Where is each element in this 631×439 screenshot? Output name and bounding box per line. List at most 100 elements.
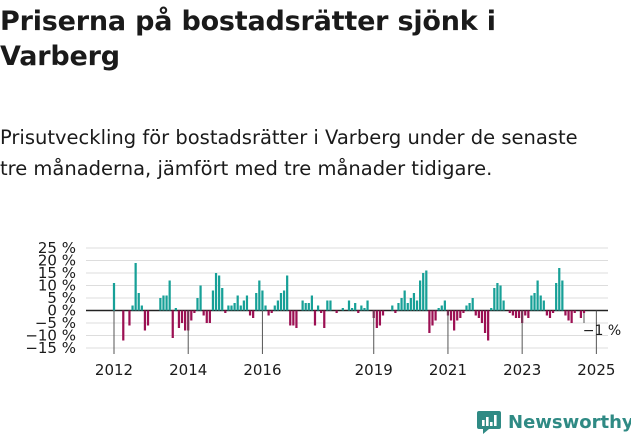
bar (221, 288, 224, 311)
bar (524, 310, 527, 316)
bar (320, 310, 323, 313)
bar (412, 293, 416, 311)
bar (112, 283, 116, 311)
bar (227, 305, 230, 311)
bar (477, 310, 480, 318)
bar (406, 303, 409, 311)
bar (360, 305, 363, 311)
bar (218, 275, 221, 311)
bar (168, 280, 171, 311)
bar (140, 305, 143, 311)
bar (536, 280, 539, 311)
x-tick-label: 2012 (95, 361, 133, 379)
bar (174, 308, 177, 311)
chart-title: Priserna på bostadsrätter sjönk i Varber… (0, 6, 496, 72)
bar (273, 305, 276, 311)
bar (304, 303, 307, 311)
bar (542, 300, 545, 311)
bar (258, 280, 261, 311)
bar (378, 310, 382, 326)
y-tick-label: −10 % (25, 327, 76, 345)
bar (573, 310, 576, 313)
bar (514, 310, 518, 318)
bar (428, 310, 431, 333)
bar-chart: −15 %−10 %−5 %0 %5 %10 %15 %20 %25 % 201… (25, 239, 621, 379)
bar (533, 293, 536, 311)
bar (190, 310, 193, 321)
bar (394, 310, 397, 313)
bar (264, 305, 267, 311)
bar (443, 300, 446, 311)
bar (551, 310, 555, 313)
bar (282, 290, 286, 311)
bar (162, 295, 165, 311)
bar (292, 310, 295, 326)
bar (276, 300, 279, 311)
bar (261, 290, 264, 311)
bar (252, 310, 255, 318)
bar (468, 303, 471, 311)
bar (462, 310, 465, 313)
bar (239, 305, 242, 311)
bar (431, 310, 434, 326)
y-tick-label: −15 % (25, 339, 76, 357)
annotations: −1 % (583, 313, 621, 339)
x-axis: 2012 2014 2016 2019 2021 2023 2025 (95, 310, 615, 379)
bar (214, 273, 218, 311)
bar (483, 310, 487, 333)
bar (440, 305, 443, 311)
bar (579, 310, 583, 318)
bar (480, 310, 484, 323)
y-tick-label: 0 % (47, 302, 76, 320)
bar (184, 310, 187, 331)
y-tick-label: 25 % (38, 239, 76, 257)
newsworthy-logo-icon (477, 411, 501, 434)
bar (459, 310, 462, 318)
x-tick-label: 2025 (577, 361, 615, 379)
bar (354, 303, 357, 311)
bar (419, 280, 422, 311)
bar (177, 310, 181, 328)
bar (196, 298, 199, 311)
y-tick-label: 15 % (38, 264, 76, 282)
y-axis: −15 %−10 %−5 %0 %5 %10 %15 %20 %25 % (25, 239, 76, 357)
bar (558, 268, 561, 311)
bar (301, 300, 304, 311)
bar (437, 308, 440, 311)
chart-subtitle: Prisutveckling för bostadsrätter i Varbe… (0, 126, 578, 180)
bar (465, 305, 468, 311)
bar (449, 310, 453, 321)
bar (193, 310, 196, 313)
bar (456, 310, 459, 321)
y-tick-label: −5 % (35, 314, 76, 332)
y-tick-label: 5 % (47, 289, 76, 307)
bar (347, 300, 351, 311)
bar (245, 295, 249, 311)
bar (146, 310, 150, 326)
bar (307, 303, 310, 311)
bar (567, 310, 570, 321)
bar (582, 310, 586, 313)
newsworthy-brand: Newsworthy (476, 408, 631, 436)
bar (508, 310, 511, 313)
bar (279, 293, 283, 311)
bar (128, 310, 131, 326)
bar (400, 298, 403, 311)
bar (409, 298, 412, 311)
bar (527, 310, 530, 318)
bar (341, 308, 344, 311)
bar (474, 310, 477, 316)
y-tick-label: 10 % (38, 277, 76, 295)
bar (316, 305, 320, 311)
bar (375, 310, 378, 328)
bar (270, 310, 273, 313)
bar (350, 308, 354, 311)
bar (159, 298, 162, 311)
bar (323, 310, 326, 328)
bar (570, 310, 573, 323)
bar (425, 270, 428, 311)
bar (230, 305, 233, 311)
bar (199, 285, 202, 311)
bar (248, 310, 252, 316)
bar (391, 305, 394, 311)
